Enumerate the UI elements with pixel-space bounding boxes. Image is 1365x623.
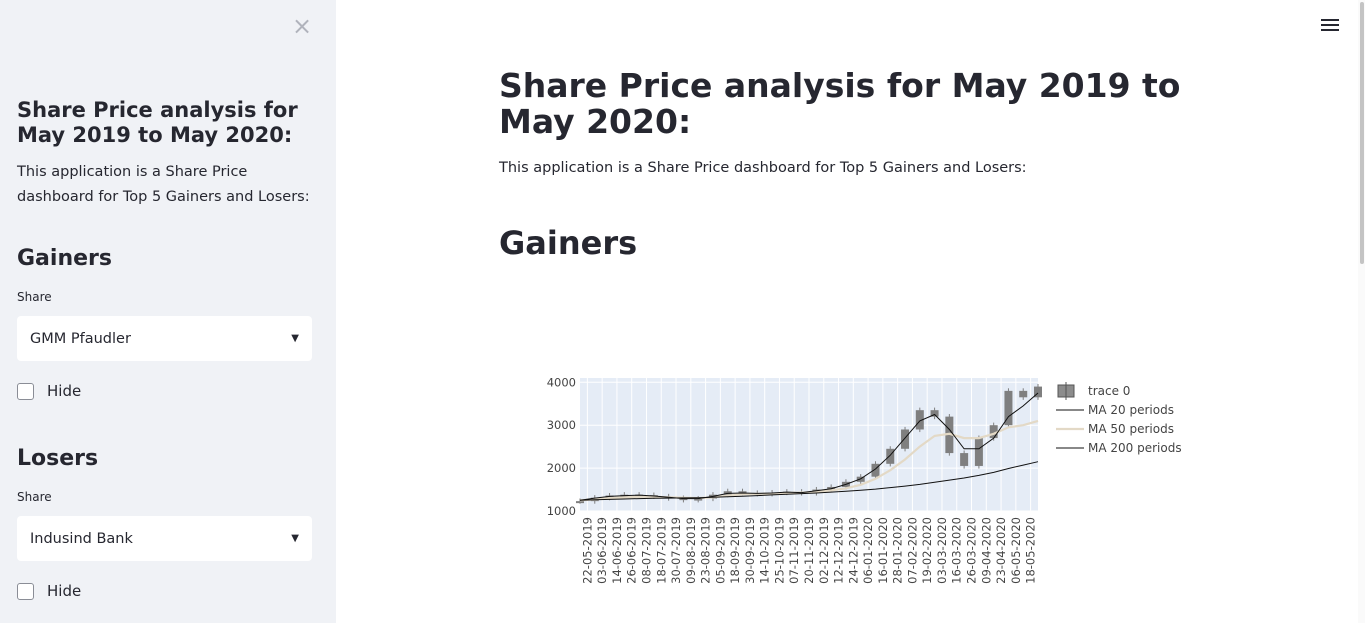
candle-body: [974, 438, 983, 466]
checkbox-icon[interactable]: [17, 382, 34, 400]
legend-label: MA 20 periods: [1088, 403, 1174, 417]
chevron-down-icon: ▼: [291, 333, 299, 344]
checkbox-icon[interactable]: [17, 582, 34, 600]
candle-body: [679, 498, 688, 501]
candle-body: [738, 491, 747, 494]
x-tick-label: 26-03-2020: [965, 517, 979, 584]
candle-body: [1019, 390, 1028, 398]
x-tick-label: 26-06-2019: [625, 517, 639, 584]
x-tick-label: 18-07-2019: [654, 517, 668, 584]
candle-body: [915, 410, 924, 430]
gainers-share-label: Share: [17, 290, 52, 304]
x-tick-label: 09-04-2020: [979, 517, 993, 584]
candle-body: [989, 425, 998, 439]
y-tick-label: 3000: [547, 418, 576, 432]
candle-body: [694, 498, 703, 501]
scrollbar-thumb[interactable]: [1360, 2, 1364, 264]
candle-body: [901, 429, 910, 449]
page-title: Share Price analysis for May 2019 to May…: [499, 66, 1181, 141]
ma50-line: [579, 419, 1039, 502]
x-tick-label: 05-09-2019: [713, 517, 727, 584]
x-tick-label: 16-03-2020: [950, 517, 964, 584]
x-tick-label: 06-05-2020: [1009, 517, 1023, 584]
candle-body: [886, 448, 895, 464]
x-tick-label: 07-11-2019: [787, 517, 801, 584]
y-tick-label: 4000: [547, 375, 576, 389]
x-tick-label: 16-01-2020: [876, 517, 890, 584]
candle-body: [1004, 390, 1013, 426]
scrollbar-track[interactable]: [1358, 0, 1365, 623]
legend-label: MA 50 periods: [1088, 422, 1174, 436]
ma200-line: [579, 461, 1039, 501]
candle-body: [576, 501, 584, 504]
losers-hide-checkbox[interactable]: Hide: [17, 582, 81, 600]
x-tick-label: 09-08-2019: [684, 517, 698, 584]
x-tick-label: 28-01-2020: [891, 517, 905, 584]
x-tick-label: 24-12-2019: [846, 517, 860, 584]
losers-heading: Losers: [17, 446, 99, 471]
x-tick-label: 18-09-2019: [728, 517, 742, 584]
page-description: This application is a Share Price dashbo…: [499, 160, 1027, 176]
candle-body: [1034, 386, 1042, 398]
close-icon[interactable]: ×: [292, 12, 313, 40]
x-tick-label: 25-10-2019: [772, 517, 786, 584]
x-tick-label: 06-01-2020: [861, 517, 875, 584]
losers-hide-label: Hide: [47, 582, 82, 600]
gainers-hide-label: Hide: [47, 382, 82, 400]
sidebar-description: This application is a Share Price dashbo…: [17, 164, 310, 205]
x-tick-label: 02-12-2019: [817, 517, 831, 584]
gainers-selected-value: GMM Pfaudler: [30, 330, 131, 347]
sidebar-title: Share Price analysis for May 2019 to May…: [17, 98, 298, 147]
y-tick-label: 2000: [547, 461, 576, 475]
x-tick-label: 14-06-2019: [610, 517, 624, 584]
legend-label: trace 0: [1088, 384, 1130, 398]
candle-body: [960, 453, 969, 466]
chevron-down-icon: ▼: [291, 533, 299, 544]
x-tick-label: 30-09-2019: [743, 517, 757, 584]
y-tick-label: 1000: [547, 504, 576, 518]
x-tick-label: 18-05-2020: [1024, 517, 1038, 584]
gainers-heading: Gainers: [17, 246, 112, 271]
losers-selected-value: Indusind Bank: [30, 530, 133, 547]
x-tick-label: 19-02-2020: [920, 517, 934, 584]
x-tick-label: 08-07-2019: [639, 517, 653, 584]
x-tick-label: 23-04-2020: [994, 517, 1008, 584]
candle-body: [635, 494, 644, 497]
candle-body: [930, 410, 939, 417]
x-tick-label: 20-11-2019: [802, 517, 816, 584]
gainers-section-heading: Gainers: [499, 224, 638, 262]
gainers-hide-checkbox[interactable]: Hide: [17, 382, 81, 400]
legend-label: MA 200 periods: [1088, 441, 1182, 455]
hamburger-menu-icon[interactable]: [1321, 16, 1339, 36]
x-tick-label: 12-12-2019: [832, 517, 846, 584]
gainers-share-select[interactable]: GMM Pfaudler ▼: [17, 316, 312, 361]
x-tick-label: 03-03-2020: [935, 517, 949, 584]
x-tick-label: 07-02-2020: [905, 517, 919, 584]
losers-share-label: Share: [17, 490, 52, 504]
x-tick-label: 30-07-2019: [669, 517, 683, 584]
candle-body: [871, 463, 880, 477]
share-price-chart[interactable]: 1000 2000 3000 4000 22-05-2019 03-06-2019 14-0…: [540, 370, 1220, 623]
ma20-line: [579, 392, 1039, 501]
x-tick-label: 03-06-2019: [595, 517, 609, 584]
x-tick-label: 22-05-2019: [580, 517, 594, 584]
x-tick-label: 14-10-2019: [758, 517, 772, 584]
sidebar: × Share Price analysis for May 2019 to M…: [0, 0, 336, 623]
losers-share-select[interactable]: Indusind Bank ▼: [17, 516, 312, 561]
x-tick-label: 23-08-2019: [699, 517, 713, 584]
